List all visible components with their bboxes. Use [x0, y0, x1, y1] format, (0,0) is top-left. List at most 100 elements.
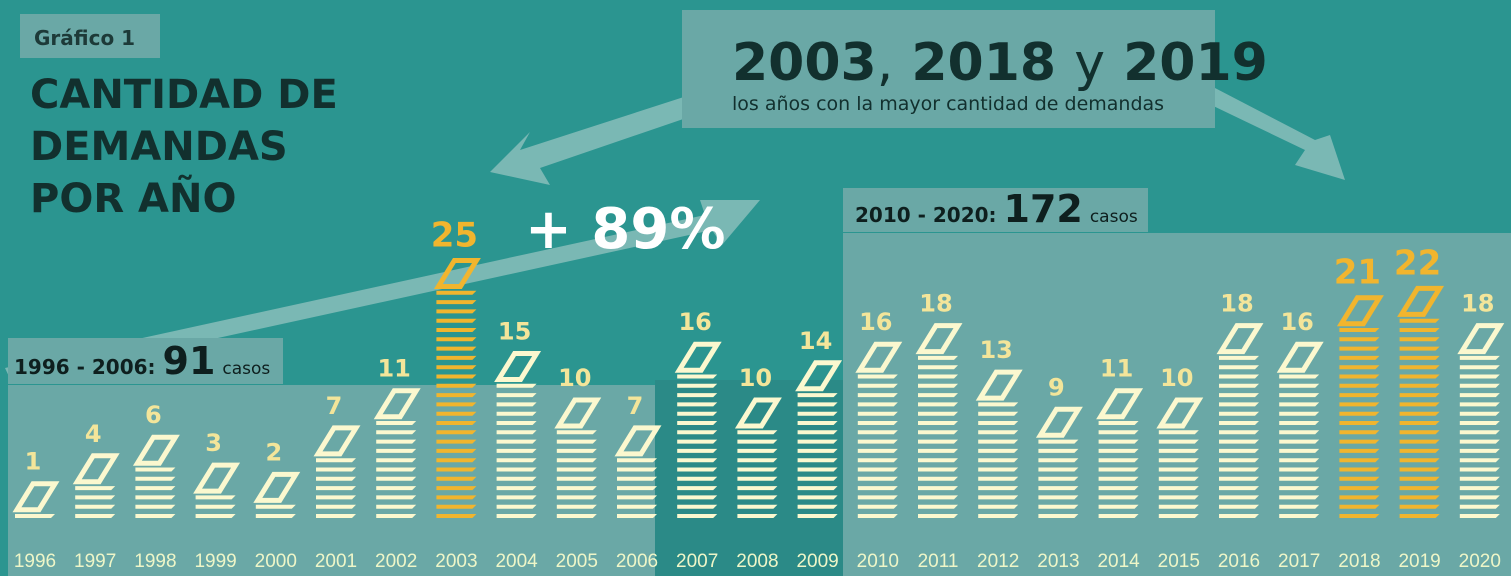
paper-sheet: [857, 439, 898, 444]
paper-sheet: [1339, 411, 1380, 416]
paper-sheet: [918, 374, 958, 379]
paper-sheet: [1399, 504, 1440, 509]
paper-sheet: [677, 514, 718, 518]
paper-sheet: [1279, 393, 1320, 398]
paper-sheet: [75, 486, 116, 491]
paper-sheet: [677, 439, 718, 444]
value-label: 16: [678, 308, 711, 336]
paper-sheet: [797, 486, 838, 491]
paper-sheet: [1339, 430, 1380, 435]
paper-sheet: [797, 439, 838, 444]
paper-top: [674, 341, 722, 373]
x-tick-label: 2018: [1338, 551, 1380, 572]
paper-sheet: [316, 486, 356, 491]
x-tick-label: 2008: [736, 551, 778, 572]
paper-top: [12, 481, 60, 513]
paper-sheet: [1399, 514, 1440, 518]
paper-sheet: [1459, 458, 1500, 463]
paper-sheet: [677, 393, 718, 398]
value-label: 6: [145, 401, 162, 429]
paper-sheet: [617, 467, 657, 472]
paper-sheet: [1399, 486, 1440, 491]
paper-sheet: [918, 467, 958, 472]
paper-sheet: [496, 486, 537, 491]
paper-sheet: [1459, 402, 1500, 407]
paper-top: [795, 360, 843, 392]
paper-sheet: [918, 402, 958, 407]
period-unit: casos: [222, 359, 270, 379]
paper-stack: [1216, 323, 1264, 518]
x-tick-label: 2006: [616, 551, 658, 572]
value-label: 7: [627, 392, 644, 420]
paper-sheet: [1399, 337, 1440, 342]
paper-sheet: [1459, 476, 1500, 481]
paper-sheet: [496, 383, 537, 388]
paper-sheet: [436, 439, 477, 444]
paper-sheet: [1098, 439, 1139, 444]
value-label: 15: [498, 318, 531, 346]
paper-sheet: [797, 430, 838, 435]
paper-sheet: [737, 430, 778, 435]
value-label: 2: [265, 438, 282, 466]
paper-sheet: [1038, 467, 1079, 472]
paper-sheet: [1339, 514, 1380, 518]
x-tick-label: 2016: [1218, 551, 1260, 572]
paper-stack: [795, 360, 843, 518]
paper-sheet: [797, 448, 838, 453]
paper-sheet: [376, 486, 417, 491]
value-label: 13: [979, 336, 1012, 364]
paper-sheet: [978, 430, 1019, 435]
paper-sheet: [436, 309, 477, 314]
paper-sheet: [1339, 346, 1380, 351]
paper-sheet: [316, 514, 356, 518]
value-label: 7: [326, 392, 343, 420]
paper-sheet: [436, 495, 477, 500]
period-total: 91: [163, 339, 216, 383]
x-tick-label: 2010: [857, 551, 899, 572]
paper-sheet: [1219, 383, 1259, 388]
paper-sheet: [255, 504, 296, 509]
paper-top: [1397, 285, 1445, 317]
paper-sheet: [436, 290, 477, 295]
paper-sheet: [1158, 467, 1199, 472]
period-label: 2010 - 2020:: [855, 203, 997, 227]
paper-sheet: [1158, 458, 1199, 463]
paper-sheet: [1339, 458, 1380, 463]
value-label: 16: [1280, 308, 1313, 336]
paper-sheet: [496, 458, 537, 463]
value-label: 18: [1220, 290, 1253, 318]
paper-sheet: [978, 504, 1019, 509]
paper-sheet: [436, 355, 477, 360]
paper-sheet: [376, 448, 417, 453]
paper-stack: [915, 323, 963, 518]
paper-sheet: [1158, 430, 1199, 435]
paper-sheet: [857, 383, 898, 388]
paper-sheet: [496, 448, 537, 453]
paper-sheet: [1339, 486, 1380, 491]
x-tick-label: 2015: [1158, 551, 1200, 572]
paper-sheet: [1399, 393, 1440, 398]
paper-sheet: [1399, 355, 1440, 360]
paper-sheet: [1339, 374, 1380, 379]
paper-sheet: [496, 467, 537, 472]
paper-top: [1156, 397, 1204, 429]
paper-sheet: [496, 504, 537, 509]
paper-sheet: [1279, 458, 1320, 463]
paper-sheet: [918, 495, 958, 500]
value-label: 11: [377, 355, 410, 383]
paper-sheet: [677, 486, 718, 491]
paper-top: [1035, 406, 1083, 438]
paper-sheet: [1219, 411, 1259, 416]
paper-sheet: [1459, 365, 1500, 370]
paper-sheet: [1459, 374, 1500, 379]
paper-sheet: [978, 421, 1019, 425]
paper-sheet: [135, 504, 176, 509]
paper-sheet: [1098, 514, 1139, 518]
x-tick-label: 2013: [1037, 551, 1079, 572]
paper-sheet: [1038, 448, 1079, 453]
paper-sheet: [918, 365, 958, 370]
paper-sheet: [1339, 365, 1380, 370]
paper-stack: [1156, 397, 1204, 518]
paper-sheet: [737, 439, 778, 444]
